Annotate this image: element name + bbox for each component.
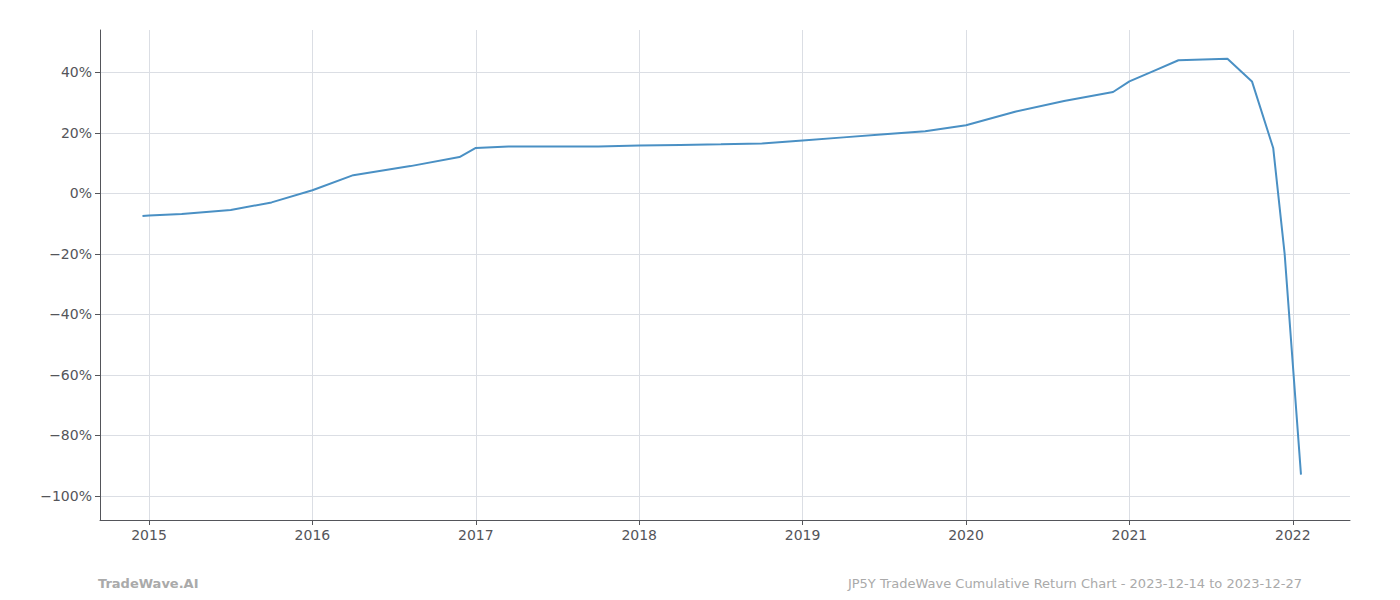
- svg-text:2018: 2018: [621, 527, 657, 543]
- svg-text:20%: 20%: [61, 125, 92, 141]
- svg-text:0%: 0%: [70, 185, 92, 201]
- svg-text:−60%: −60%: [49, 367, 92, 383]
- svg-text:−20%: −20%: [49, 246, 92, 262]
- svg-text:2022: 2022: [1275, 527, 1311, 543]
- svg-text:−40%: −40%: [49, 306, 92, 322]
- svg-text:2021: 2021: [1112, 527, 1148, 543]
- svg-text:40%: 40%: [61, 64, 92, 80]
- svg-text:2019: 2019: [785, 527, 821, 543]
- svg-text:2017: 2017: [458, 527, 494, 543]
- svg-text:TradeWave.AI: TradeWave.AI: [98, 576, 199, 591]
- svg-text:2016: 2016: [295, 527, 331, 543]
- svg-text:−100%: −100%: [40, 488, 92, 504]
- svg-text:JP5Y TradeWave Cumulative Retu: JP5Y TradeWave Cumulative Return Chart -…: [847, 576, 1302, 591]
- svg-text:2015: 2015: [131, 527, 167, 543]
- svg-text:2020: 2020: [948, 527, 984, 543]
- svg-text:−80%: −80%: [49, 427, 92, 443]
